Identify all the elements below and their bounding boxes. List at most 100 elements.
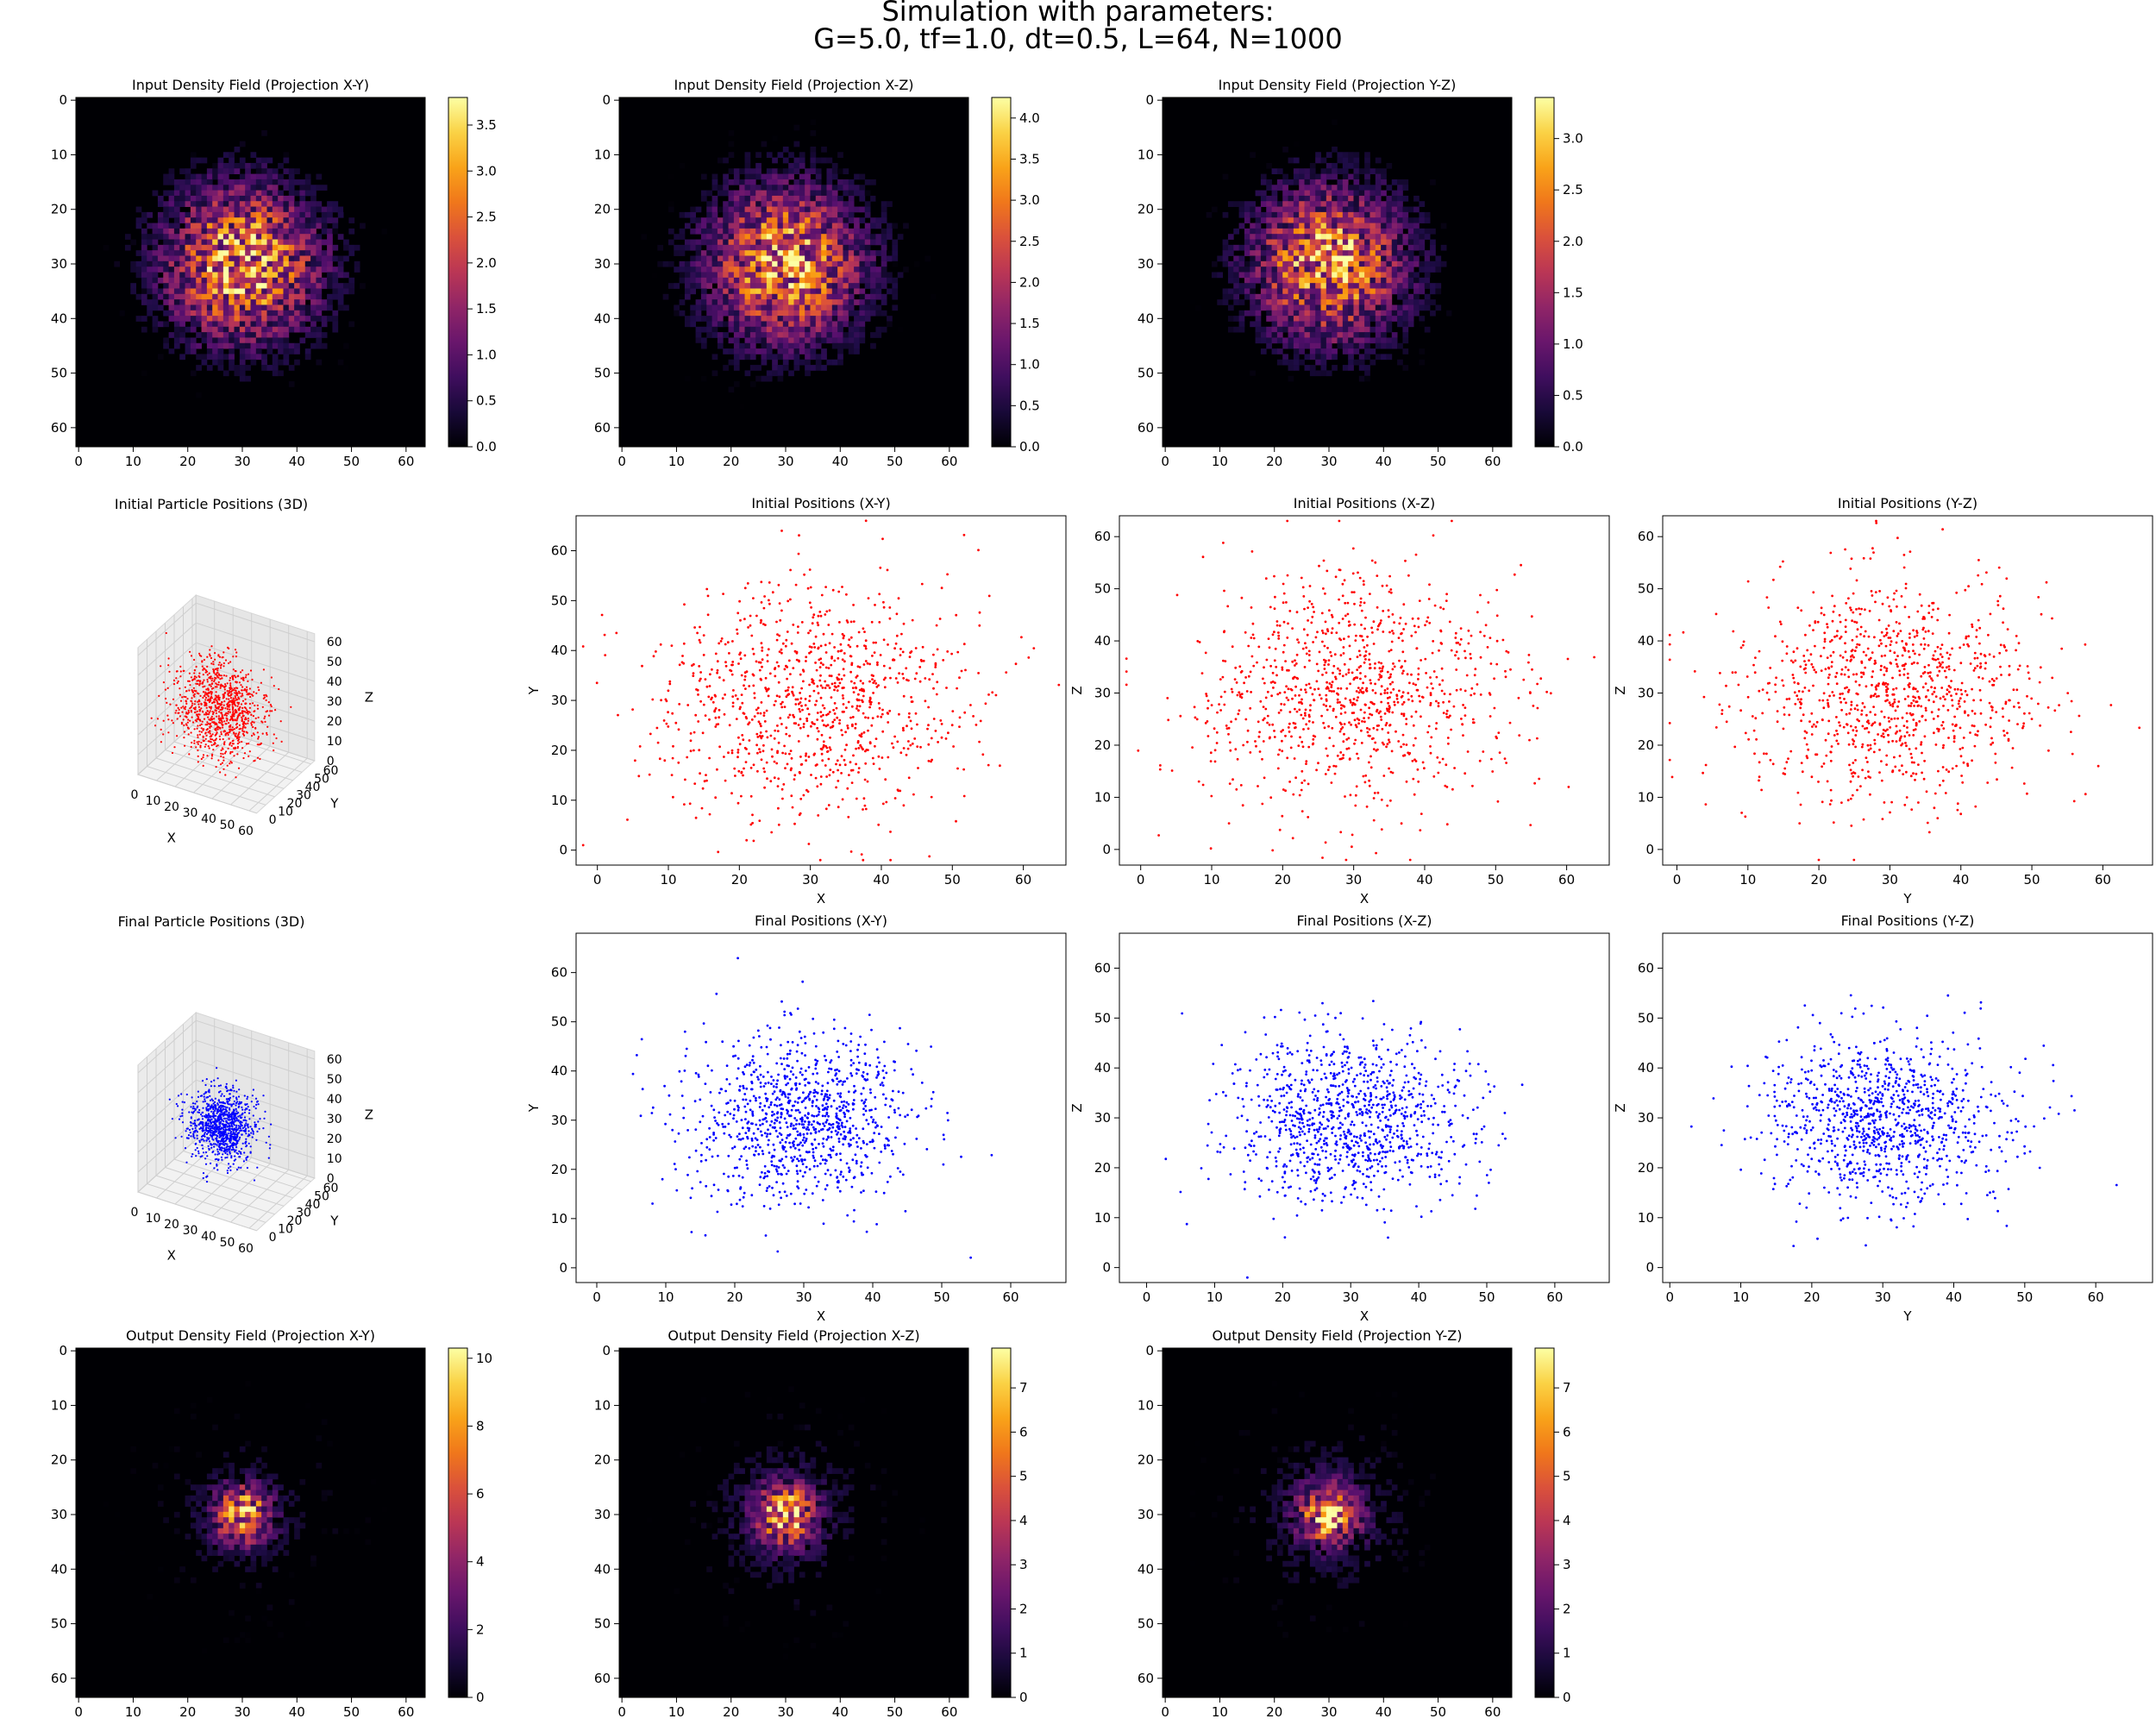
heatmap-cell — [744, 206, 751, 213]
heatmap-cell — [294, 359, 300, 366]
data-point — [210, 656, 213, 660]
heatmap-cell — [327, 228, 333, 235]
data-point — [225, 674, 228, 677]
heatmap-cell — [1288, 293, 1294, 300]
heatmap-cell — [749, 260, 756, 267]
heatmap-cell — [343, 239, 349, 246]
heatmap-cell — [299, 201, 306, 207]
heatmap-cell — [1440, 244, 1447, 251]
data-point — [217, 681, 220, 684]
heatmap-cell — [805, 370, 811, 377]
heatmap-cell — [826, 195, 833, 202]
heatmap-cell — [854, 97, 860, 104]
heatmap-cell — [1332, 299, 1338, 305]
heatmap-cell — [152, 250, 159, 256]
heatmap-cell — [212, 354, 218, 361]
heatmap-cell — [1402, 310, 1409, 317]
heatmap-cell — [360, 419, 366, 426]
heatmap-cell — [799, 310, 805, 317]
heatmap-cell — [903, 267, 909, 273]
heatmap-cell — [864, 260, 871, 267]
data-point — [198, 654, 201, 656]
heatmap-cell — [1233, 201, 1239, 207]
heatmap-cell — [234, 332, 241, 338]
heatmap-cell — [1391, 288, 1398, 295]
heatmap-cell — [310, 326, 317, 333]
data-point — [193, 689, 196, 692]
heatmap-cell — [772, 365, 778, 371]
heatmap-cell — [755, 260, 761, 267]
heatmap-cell — [805, 211, 811, 218]
heatmap-cell — [266, 321, 273, 328]
heatmap-cell — [234, 316, 241, 322]
heatmap-cell — [739, 223, 745, 229]
heatmap-cell — [196, 234, 202, 240]
heatmap-cell — [1397, 293, 1403, 300]
heatmap-cell — [304, 173, 311, 180]
heatmap-cell — [793, 365, 800, 371]
data-point — [204, 694, 206, 698]
data-point — [264, 720, 266, 724]
heatmap-cell — [744, 348, 751, 354]
heatmap-cell — [239, 375, 246, 382]
heatmap-cell — [1381, 255, 1387, 262]
heatmap-cell — [278, 370, 284, 377]
heatmap-cell — [733, 244, 740, 251]
heatmap-cell — [245, 239, 251, 246]
heatmap-cell — [190, 310, 197, 317]
heatmap-cell — [635, 185, 642, 191]
heatmap-cell — [272, 359, 279, 366]
heatmap-cell — [1304, 190, 1311, 197]
heatmap-cell — [761, 288, 768, 295]
heatmap-cell — [1348, 283, 1354, 289]
heatmap-cell — [1413, 239, 1420, 246]
heatmap-cell — [1342, 244, 1349, 251]
heatmap-cell — [864, 310, 871, 317]
heatmap-cell — [135, 403, 142, 410]
heatmap-cell — [321, 223, 328, 229]
heatmap-cell — [805, 365, 811, 371]
data-point — [202, 674, 204, 676]
heatmap-cell — [185, 234, 191, 240]
heatmap-cell — [1332, 277, 1338, 284]
heatmap-cell — [229, 321, 235, 328]
heatmap-cell — [1381, 250, 1387, 256]
heatmap-cell — [381, 365, 388, 371]
heatmap-cell — [201, 195, 208, 202]
data-point — [160, 728, 162, 731]
heatmap-cell — [190, 228, 197, 235]
data-point — [217, 707, 220, 710]
heatmap-cell — [245, 293, 251, 300]
heatmap-cell — [196, 195, 202, 202]
heatmap-cell — [805, 173, 811, 180]
heatmap-cell — [1250, 277, 1256, 284]
heatmap-cell — [1326, 195, 1332, 202]
heatmap-cell — [1326, 185, 1332, 191]
data-point — [215, 677, 217, 680]
heatmap-cell — [810, 255, 817, 262]
heatmap-cell — [761, 206, 768, 213]
heatmap-cell — [1386, 283, 1393, 289]
heatmap-cell — [1304, 293, 1311, 300]
heatmap-cell — [310, 332, 317, 338]
heatmap-cell — [1358, 113, 1365, 120]
heatmap-cell — [657, 260, 664, 267]
colorbar-tick-label: 2.0 — [1019, 274, 1040, 290]
heatmap-cell — [1375, 234, 1382, 240]
heatmap-cell — [343, 146, 349, 153]
heatmap-cell — [316, 342, 323, 349]
heatmap-cell — [684, 239, 691, 246]
heatmap-cell — [1353, 332, 1360, 338]
heatmap-cell — [217, 195, 224, 202]
heatmap-cell — [1332, 348, 1338, 354]
heatmap-cell — [766, 260, 773, 267]
heatmap-cell — [815, 316, 822, 322]
heatmap-cell — [222, 223, 229, 229]
heatmap-cell — [1337, 316, 1344, 322]
heatmap-cell — [332, 217, 339, 223]
heatmap-cell — [1391, 332, 1398, 338]
data-point — [177, 706, 179, 710]
heatmap-cell — [837, 267, 843, 273]
x-tick-label: 10 — [125, 454, 141, 469]
heatmap-cell — [239, 354, 246, 361]
